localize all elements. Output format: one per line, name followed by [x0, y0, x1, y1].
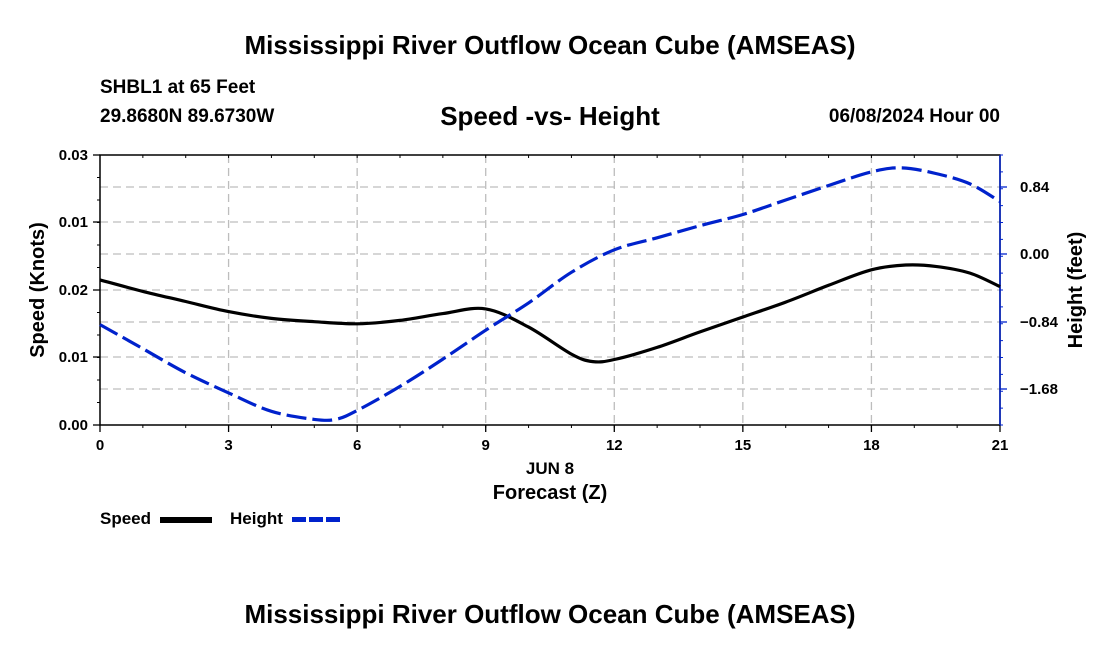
x-tick-label: 3 [224, 437, 232, 454]
y-right-tick-label: −0.84 [1020, 314, 1059, 331]
x-tick-label: 9 [482, 437, 490, 454]
x-axis-title: Forecast (Z) [492, 482, 608, 504]
forecast-datetime: 06/08/2024 Hour 00 [828, 106, 1000, 127]
station-label: SHBL1 at 65 Feet [100, 77, 256, 98]
x-axis-date: JUN 8 [525, 459, 575, 478]
series-line-speed [99, 263, 1001, 364]
x-tick-label: 6 [353, 437, 361, 454]
y-right-axis-title: Height (feet) [1065, 232, 1087, 349]
chart-title: Speed -vs- Height [440, 101, 660, 131]
x-tick-label: 21 [992, 437, 1009, 454]
x-tick-label: 18 [863, 437, 880, 454]
series-line-height [99, 166, 1001, 423]
legend-speed-label: Speed [100, 509, 152, 528]
y-axis-title: Speed (Knots) [27, 222, 49, 358]
y-tick-label: 0.01 [59, 349, 88, 366]
grid-lines [100, 155, 1000, 425]
y-tick-label: 0.01 [59, 214, 88, 231]
legend-speed-swatch [160, 517, 212, 523]
y-right-tick-label: 0.84 [1020, 179, 1050, 196]
station-coords: 29.8680N 89.6730W [100, 106, 275, 127]
axis-ticks [93, 154, 1007, 432]
x-tick-label: 0 [96, 437, 104, 454]
y-right-tick-label: 0.00 [1020, 246, 1049, 263]
y-tick-label: 0.02 [59, 282, 88, 299]
legend-height-swatch [292, 517, 342, 522]
series-lines [99, 166, 1001, 423]
axis-labels: 0 3 6 9 12 15 18 21 0.00 0.01 0.02 0.01 0.03 −1.68 −0.… [27, 147, 1087, 454]
x-tick-label: 12 [606, 437, 623, 454]
legend-height-label: Height [230, 509, 283, 528]
y-right-tick-label: −1.68 [1020, 381, 1058, 398]
bottom-title: Mississippi River Outflow Ocean Cube (AM… [244, 599, 856, 629]
y-tick-label: 0.00 [59, 417, 88, 434]
page-title: Mississippi River Outflow Ocean Cube (AM… [244, 30, 856, 60]
y-tick-label: 0.03 [59, 147, 88, 164]
x-tick-label: 15 [735, 437, 752, 454]
